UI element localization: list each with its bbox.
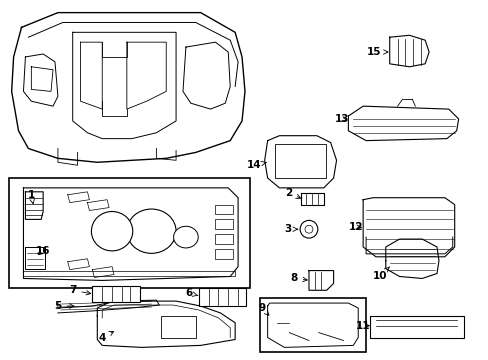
Bar <box>198 288 245 306</box>
Bar <box>215 204 233 215</box>
Bar <box>274 144 325 178</box>
Text: 12: 12 <box>348 222 363 232</box>
Text: 10: 10 <box>372 267 389 282</box>
Text: 3: 3 <box>284 224 297 234</box>
Bar <box>215 249 233 259</box>
Bar <box>259 298 366 352</box>
Text: 6: 6 <box>185 288 198 298</box>
Text: 11: 11 <box>355 321 369 331</box>
Bar <box>215 219 233 229</box>
Bar <box>369 316 463 338</box>
Text: 1: 1 <box>28 190 35 204</box>
Text: 8: 8 <box>290 274 306 283</box>
Text: 9: 9 <box>258 303 268 315</box>
Ellipse shape <box>173 226 198 248</box>
Ellipse shape <box>300 220 317 238</box>
Bar <box>92 286 140 302</box>
Bar <box>215 234 233 244</box>
Text: 16: 16 <box>36 246 50 256</box>
Text: 14: 14 <box>246 160 266 170</box>
Text: 4: 4 <box>99 332 114 342</box>
Text: 2: 2 <box>284 188 300 198</box>
Text: 15: 15 <box>366 47 387 57</box>
Ellipse shape <box>126 209 176 253</box>
Ellipse shape <box>91 212 132 251</box>
Text: 13: 13 <box>335 114 349 124</box>
Bar <box>161 316 195 338</box>
Bar <box>9 178 249 288</box>
Text: 5: 5 <box>54 301 74 311</box>
Text: 7: 7 <box>69 285 90 295</box>
Ellipse shape <box>305 225 312 233</box>
